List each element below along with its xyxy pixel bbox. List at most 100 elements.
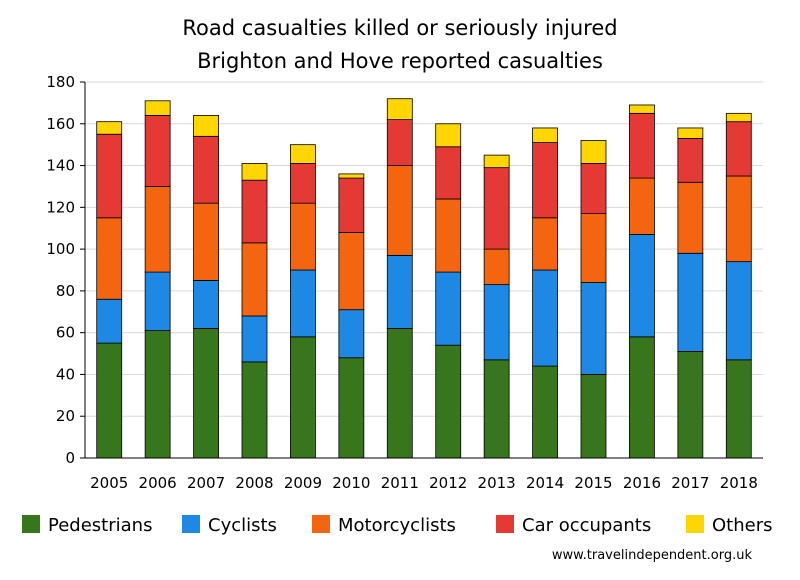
bar-pedestrians-2011 — [386, 328, 413, 459]
y-tick-label: 140 — [46, 157, 75, 175]
y-tick-label: 60 — [56, 324, 75, 342]
bar-stack-2015 — [580, 140, 607, 459]
bar-stack-2016 — [629, 104, 655, 459]
x-tick-label: 2005 — [90, 474, 128, 492]
bar-motorcyclists-2018 — [725, 175, 752, 263]
bar-car-occupants-2009 — [290, 163, 316, 204]
chart-title: Road casualties killed or seriously inju… — [182, 16, 617, 40]
bar-pedestrians-2008 — [241, 361, 268, 459]
bar-motorcyclists-2011 — [386, 165, 413, 256]
bar-motorcyclists-2010 — [338, 231, 365, 311]
bar-stack-2011 — [386, 98, 413, 459]
bar-motorcyclists-2013 — [483, 248, 510, 286]
x-tick-label: 2018 — [720, 474, 758, 492]
bar-pedestrians-2014 — [532, 365, 558, 459]
bar-cyclists-2016 — [629, 234, 655, 338]
y-tick-label: 160 — [46, 115, 75, 133]
legend-swatch — [182, 515, 200, 533]
gridlines — [85, 81, 763, 417]
bar-stack-2009 — [290, 144, 316, 459]
bar-cyclists-2009 — [290, 269, 316, 338]
bar-pedestrians-2015 — [580, 374, 607, 459]
legend-item-car-occupants: Car occupants — [496, 515, 651, 536]
bar-cyclists-2014 — [532, 269, 558, 367]
bar-others-2009 — [290, 144, 316, 164]
bar-cyclists-2010 — [338, 309, 365, 359]
legend-item-motorcyclists: Motorcyclists — [312, 515, 456, 536]
bar-pedestrians-2009 — [290, 336, 316, 459]
x-tick-label: 2011 — [381, 474, 419, 492]
x-tick-label: 2007 — [187, 474, 225, 492]
bar-cyclists-2008 — [241, 315, 268, 363]
bar-cyclists-2012 — [435, 271, 462, 346]
bar-stack-2010 — [338, 173, 365, 459]
bar-cyclists-2005 — [96, 298, 123, 344]
x-tick-label: 2016 — [623, 474, 661, 492]
bar-car-occupants-2008 — [241, 179, 268, 244]
bar-cyclists-2011 — [386, 254, 413, 329]
bar-others-2012 — [435, 123, 462, 148]
bar-others-2018 — [725, 112, 752, 123]
bar-others-2014 — [532, 127, 558, 143]
bar-pedestrians-2016 — [629, 336, 655, 459]
bar-stack-2018 — [725, 112, 752, 459]
bar-stack-2017 — [677, 127, 704, 459]
x-tick-label: 2006 — [139, 474, 177, 492]
bar-others-2015 — [580, 140, 607, 164]
bar-others-2017 — [677, 127, 704, 139]
x-tick-label: 2008 — [235, 474, 273, 492]
x-tick-label: 2017 — [671, 474, 709, 492]
x-tick-label: 2012 — [429, 474, 467, 492]
legend-label: Cyclists — [208, 515, 277, 536]
bar-stack-2013 — [483, 154, 510, 459]
y-tick-label: 100 — [46, 240, 75, 258]
bar-pedestrians-2007 — [193, 328, 219, 459]
bar-pedestrians-2018 — [725, 359, 752, 459]
bar-cyclists-2015 — [580, 282, 607, 375]
x-tick-label: 2009 — [284, 474, 322, 492]
y-tick-label: 80 — [56, 282, 75, 300]
axes — [84, 82, 763, 459]
bar-motorcyclists-2007 — [193, 202, 219, 281]
bar-cyclists-2017 — [677, 252, 704, 352]
x-tick-label: 2010 — [332, 474, 370, 492]
x-axis-ticks: 2005 2006 2007 2008 2009 2010 2011 2012 2013 2014… — [90, 474, 758, 492]
x-tick-label: 2014 — [526, 474, 564, 492]
bar-pedestrians-2013 — [483, 359, 510, 459]
legend-swatch — [496, 515, 514, 533]
bar-car-occupants-2013 — [483, 167, 510, 250]
bar-stack-2005 — [96, 121, 123, 459]
legend-label: Car occupants — [522, 515, 651, 536]
bar-cyclists-2007 — [193, 280, 219, 329]
bar-others-2006 — [144, 100, 171, 116]
bar-cyclists-2018 — [725, 261, 752, 361]
bar-car-occupants-2010 — [338, 177, 365, 233]
bar-cyclists-2006 — [144, 271, 171, 331]
bar-motorcyclists-2006 — [144, 186, 171, 273]
bar-car-occupants-2012 — [435, 146, 462, 200]
bar-others-2005 — [96, 121, 123, 135]
bar-car-occupants-2011 — [386, 119, 413, 166]
bar-cyclists-2013 — [483, 284, 510, 361]
bar-others-2016 — [629, 104, 655, 114]
bar-pedestrians-2006 — [144, 330, 171, 459]
bar-car-occupants-2017 — [677, 137, 704, 183]
bar-motorcyclists-2008 — [241, 242, 268, 317]
bar-motorcyclists-2017 — [677, 181, 704, 254]
bar-car-occupants-2007 — [193, 135, 219, 204]
bar-pedestrians-2010 — [338, 357, 365, 459]
bar-others-2011 — [386, 98, 413, 121]
bar-others-2013 — [483, 154, 510, 169]
bar-stack-2008 — [241, 163, 268, 459]
source-credit: www.travelindependent.org.uk — [552, 548, 753, 563]
bar-car-occupants-2014 — [532, 142, 558, 219]
bar-motorcyclists-2015 — [580, 213, 607, 283]
bar-others-2010 — [338, 173, 365, 179]
legend-item-others: Others — [686, 515, 773, 536]
y-tick-label: 0 — [65, 449, 75, 467]
bar-motorcyclists-2012 — [435, 198, 462, 273]
bar-stack-2012 — [435, 123, 462, 459]
y-tick-label: 120 — [46, 198, 75, 216]
bar-stack-2007 — [193, 115, 219, 459]
